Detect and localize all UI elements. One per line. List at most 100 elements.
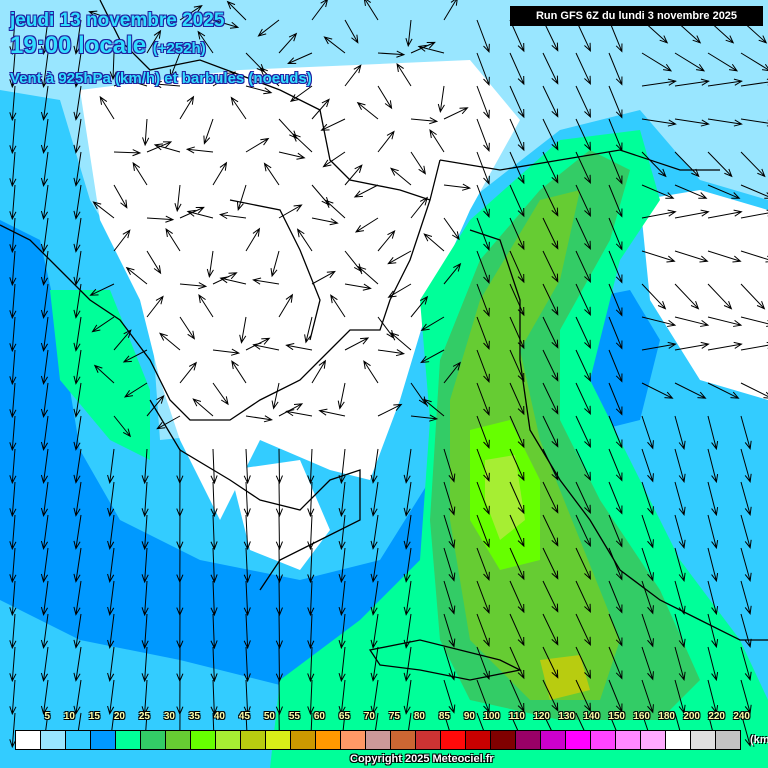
legend-label: 10 xyxy=(63,711,75,722)
wind-arrow xyxy=(542,217,559,250)
wind-arrow xyxy=(575,283,591,316)
wind-arrow xyxy=(509,382,525,416)
wind-arrow xyxy=(9,283,17,320)
legend-label: 65 xyxy=(338,711,350,722)
wind-arrow xyxy=(40,118,49,154)
wind-arrow xyxy=(338,481,346,518)
coastlines xyxy=(0,0,768,681)
wind-arrow xyxy=(641,679,654,714)
wind-arrow xyxy=(403,613,412,649)
wind-arrow xyxy=(113,184,128,209)
legend-label: 5 xyxy=(44,711,50,722)
wind-arrow xyxy=(243,646,251,683)
wind-arrow xyxy=(641,184,675,199)
wind-arrow xyxy=(197,30,214,54)
legend-swatch: 110 xyxy=(491,711,525,749)
wind-arrow xyxy=(9,448,17,485)
wind-arrow xyxy=(9,349,17,386)
local-time: 19:00 locale xyxy=(10,32,147,59)
wind-arrow xyxy=(509,646,525,680)
legend-swatch: 150 xyxy=(591,711,625,749)
wind-barbs xyxy=(9,0,768,749)
wind-arrow xyxy=(212,272,238,285)
wind-arrow xyxy=(40,415,49,451)
wind-arrow xyxy=(443,361,461,384)
wind-arrow xyxy=(185,146,214,154)
wind-arrow xyxy=(740,250,768,263)
wind-arrow xyxy=(73,151,82,187)
wind-arrow xyxy=(292,133,313,153)
wind-arrow xyxy=(707,283,733,310)
legend-label: 55 xyxy=(288,711,300,722)
wind-arrow xyxy=(40,316,49,352)
legend-swatch: 5 xyxy=(16,711,50,749)
wind-arrow xyxy=(285,409,313,417)
wind-arrow xyxy=(107,679,115,716)
wind-arrow xyxy=(608,679,623,713)
wind-arrow xyxy=(159,332,181,351)
wind-arrow xyxy=(542,349,559,382)
wind-arrow xyxy=(443,448,456,483)
wind-arrow xyxy=(324,199,346,219)
wind-arrow xyxy=(542,52,559,85)
wind-arrow xyxy=(311,98,330,120)
wind-arrow xyxy=(344,337,370,351)
wind-arrow xyxy=(278,151,306,160)
wind-arrow xyxy=(740,78,768,87)
wind-arrow xyxy=(707,448,719,484)
wind-arrow xyxy=(740,448,752,483)
wind-arrow xyxy=(509,679,525,713)
wind-arrow xyxy=(740,316,768,327)
wind-arrow xyxy=(575,580,591,613)
wind-arrow xyxy=(707,52,739,72)
wind-arrow xyxy=(707,613,719,649)
wind-arrow xyxy=(509,316,525,350)
wind-arrow xyxy=(9,85,17,122)
wind-arrow xyxy=(219,276,247,285)
wind-arrow xyxy=(210,646,218,683)
wind-arrow xyxy=(107,613,115,650)
wind-arrow xyxy=(307,580,315,617)
lead-time: (+252h) xyxy=(152,40,206,57)
legend-swatch: 20 xyxy=(91,711,125,749)
wind-arrow xyxy=(107,646,115,683)
wind-arrow xyxy=(73,382,82,418)
wind-arrow xyxy=(509,250,525,284)
wind-arrow xyxy=(307,646,315,683)
wind-arrow xyxy=(387,283,412,298)
wind-arrow xyxy=(674,514,686,550)
wind-arrow xyxy=(641,316,677,327)
wind-arrow xyxy=(370,580,379,616)
wind-arrow xyxy=(9,184,17,221)
wind-arrow xyxy=(344,283,372,291)
wind-arrow xyxy=(707,580,719,616)
wind-arrow xyxy=(141,481,149,518)
wind-arrow xyxy=(476,283,490,318)
wind-arrow xyxy=(476,481,490,516)
legend-swatch: 40 xyxy=(191,711,225,749)
wind-arrow xyxy=(575,415,591,448)
wind-arrow xyxy=(210,580,218,617)
wind-arrow xyxy=(9,316,17,353)
wind-arrow xyxy=(674,151,700,178)
wind-arrow xyxy=(344,19,359,44)
wind-arrow xyxy=(674,613,686,649)
wind-arrow xyxy=(608,448,623,482)
wind-arrow xyxy=(289,85,313,103)
wind-arrow xyxy=(403,646,412,682)
wind-arrow xyxy=(641,646,654,681)
wind-arrow xyxy=(344,64,362,87)
wind-arrow xyxy=(192,398,214,417)
wind-arrow xyxy=(152,80,181,89)
wind-arrow xyxy=(156,415,181,430)
wind-arrow xyxy=(73,19,82,55)
wind-arrow xyxy=(370,679,379,715)
wind-arrow xyxy=(575,481,591,514)
wind-arrow xyxy=(674,118,710,127)
wind-arrow xyxy=(113,415,132,438)
wind-arrow xyxy=(740,613,752,648)
wind-arrow xyxy=(443,679,456,714)
wind-arrow xyxy=(243,481,251,518)
wind-arrow xyxy=(40,19,49,55)
